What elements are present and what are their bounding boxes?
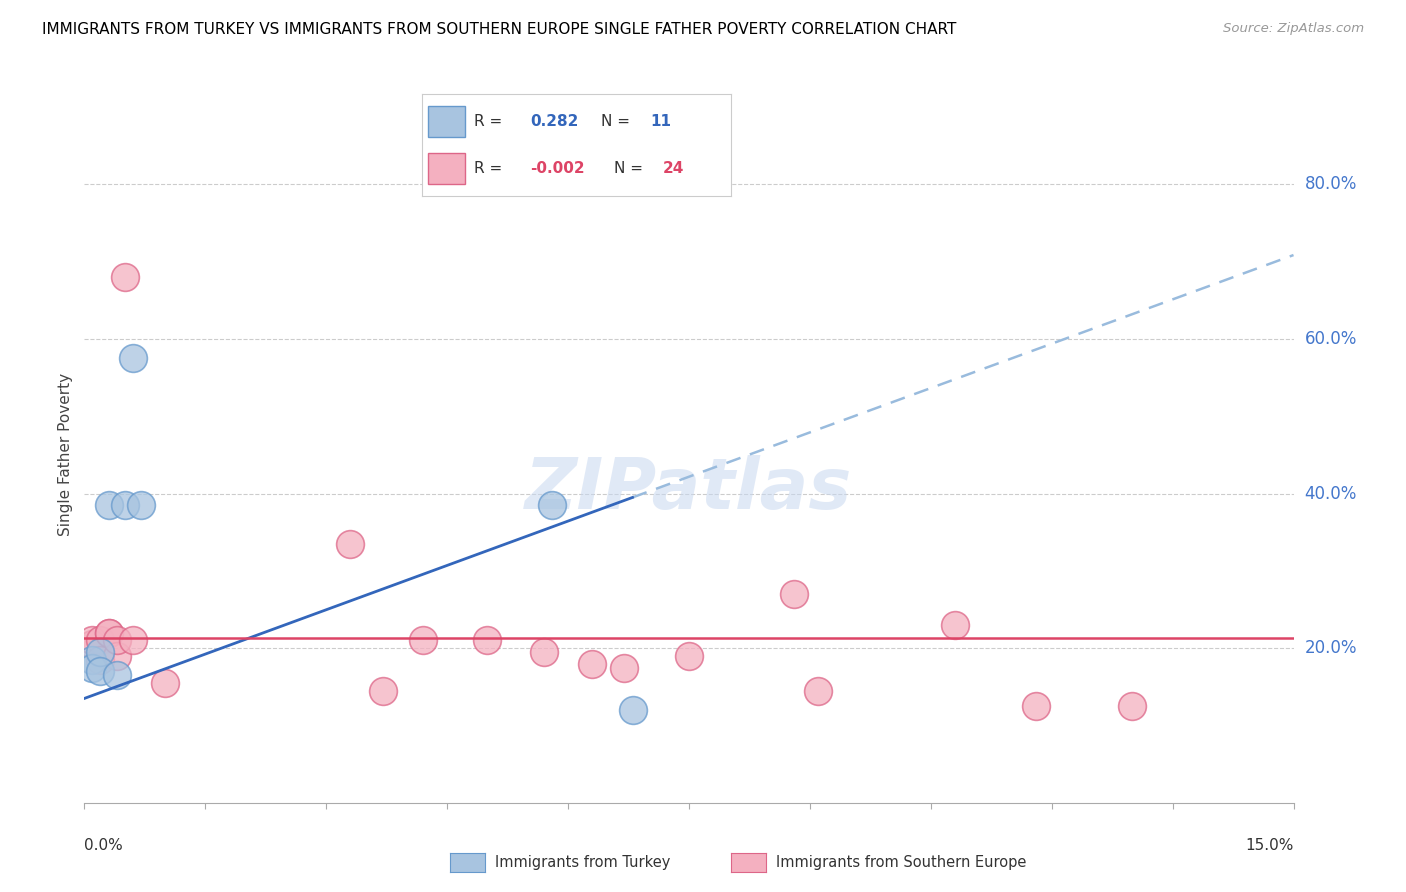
- Point: [1025, 699, 1047, 714]
- Point: [678, 648, 700, 663]
- Point: [82, 637, 104, 651]
- Point: [82, 660, 104, 674]
- Text: ZIPatlas: ZIPatlas: [526, 455, 852, 524]
- Text: 80.0%: 80.0%: [1305, 176, 1357, 194]
- Text: Immigrants from Southern Europe: Immigrants from Southern Europe: [776, 855, 1026, 870]
- Point: [105, 668, 128, 682]
- FancyBboxPatch shape: [427, 153, 465, 184]
- Text: Source: ZipAtlas.com: Source: ZipAtlas.com: [1223, 22, 1364, 36]
- Point: [621, 703, 644, 717]
- Point: [477, 633, 499, 648]
- Point: [783, 587, 806, 601]
- Text: 40.0%: 40.0%: [1305, 484, 1357, 502]
- Point: [807, 683, 830, 698]
- Text: -0.002: -0.002: [530, 161, 585, 176]
- Point: [97, 498, 120, 512]
- Point: [412, 633, 434, 648]
- Text: 11: 11: [651, 114, 672, 128]
- Text: 60.0%: 60.0%: [1305, 330, 1357, 348]
- Text: 24: 24: [664, 161, 685, 176]
- Text: 15.0%: 15.0%: [1246, 838, 1294, 853]
- Point: [89, 653, 111, 667]
- Text: Immigrants from Turkey: Immigrants from Turkey: [495, 855, 671, 870]
- Point: [121, 633, 143, 648]
- Point: [339, 537, 361, 551]
- Point: [89, 645, 111, 659]
- Point: [613, 660, 636, 674]
- Point: [89, 633, 111, 648]
- Text: 20.0%: 20.0%: [1305, 640, 1357, 657]
- Text: R =: R =: [474, 161, 508, 176]
- Text: 0.0%: 0.0%: [84, 838, 124, 853]
- Point: [581, 657, 603, 671]
- Point: [153, 676, 176, 690]
- Point: [1121, 699, 1143, 714]
- FancyBboxPatch shape: [427, 106, 465, 136]
- Point: [533, 645, 555, 659]
- Point: [114, 498, 136, 512]
- Point: [105, 633, 128, 648]
- Point: [82, 653, 104, 667]
- Point: [121, 351, 143, 366]
- Text: N =: N =: [613, 161, 647, 176]
- Point: [89, 665, 111, 679]
- Point: [114, 270, 136, 285]
- Point: [82, 633, 104, 648]
- Text: IMMIGRANTS FROM TURKEY VS IMMIGRANTS FROM SOUTHERN EUROPE SINGLE FATHER POVERTY : IMMIGRANTS FROM TURKEY VS IMMIGRANTS FRO…: [42, 22, 956, 37]
- Text: N =: N =: [602, 114, 636, 128]
- Text: R =: R =: [474, 114, 508, 128]
- Point: [97, 625, 120, 640]
- Point: [371, 683, 394, 698]
- Point: [105, 648, 128, 663]
- Point: [943, 618, 966, 632]
- Y-axis label: Single Father Poverty: Single Father Poverty: [58, 374, 73, 536]
- Point: [541, 498, 564, 512]
- Point: [129, 498, 152, 512]
- Point: [97, 625, 120, 640]
- Text: 0.282: 0.282: [530, 114, 578, 128]
